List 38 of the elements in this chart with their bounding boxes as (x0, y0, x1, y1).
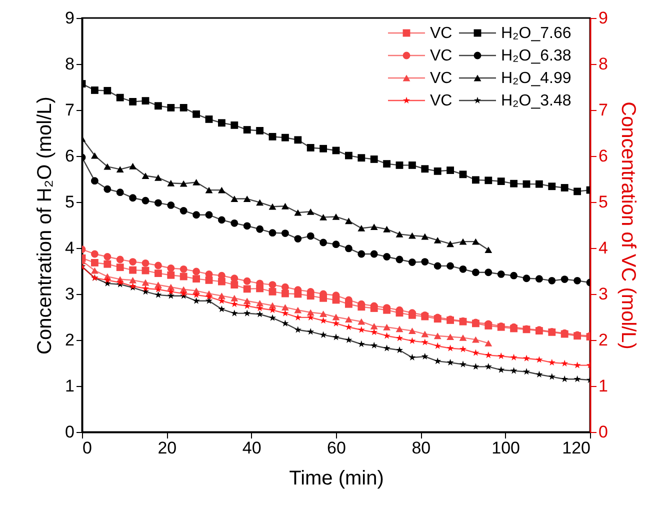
legend-label: VC (430, 48, 452, 64)
legend-label: VC (430, 25, 452, 42)
y2-axis-title: Concentration of VC (mol/L) (616, 102, 639, 350)
y-tick-label: 1 (65, 376, 74, 396)
x-tick-label: 40 (242, 438, 262, 458)
y2-tick-label: 6 (598, 146, 608, 166)
y2-tick-label: 9 (598, 8, 608, 28)
legend-label: H₂O_6.38 (501, 48, 572, 64)
y-tick-label: 4 (65, 238, 74, 258)
y2-tick-label: 2 (598, 330, 608, 350)
y-tick-label: 5 (65, 192, 74, 212)
y-tick-label: 0 (65, 422, 74, 442)
legend-label: H₂O_3.48 (501, 92, 572, 110)
x-tick-label: 100 (492, 438, 520, 458)
legend-label: H₂O_4.99 (501, 70, 572, 87)
y2-tick-label: 3 (598, 284, 608, 304)
y-tick-label: 2 (65, 330, 74, 350)
x-axis-title: Time (min) (289, 468, 384, 490)
x-tick-label: 20 (158, 438, 177, 458)
x-tick-label: 60 (327, 438, 346, 458)
y2-tick-label: 1 (598, 376, 608, 396)
x-tick-label: 120 (562, 438, 590, 458)
legend-label: H₂O_7.66 (501, 25, 572, 42)
y2-tick-label: 5 (598, 192, 608, 212)
y-tick-label: 8 (65, 54, 74, 74)
y2-tick-label: 4 (598, 238, 608, 258)
y-tick-label: 9 (65, 8, 74, 28)
y2-tick-label: 8 (598, 54, 608, 74)
y2-tick-label: 0 (598, 422, 608, 442)
legend-label: VC (430, 92, 452, 110)
y-tick-label: 6 (65, 146, 74, 166)
y-axis-title: Concentration of H₂O (mol/L) (34, 96, 56, 354)
y-tick-label: 7 (65, 100, 74, 120)
legend-label: VC (430, 70, 452, 87)
x-tick-label: 80 (412, 438, 431, 458)
y2-tick-label: 7 (598, 100, 608, 120)
x-tick-label: 0 (82, 438, 92, 458)
y-tick-label: 3 (65, 284, 74, 304)
